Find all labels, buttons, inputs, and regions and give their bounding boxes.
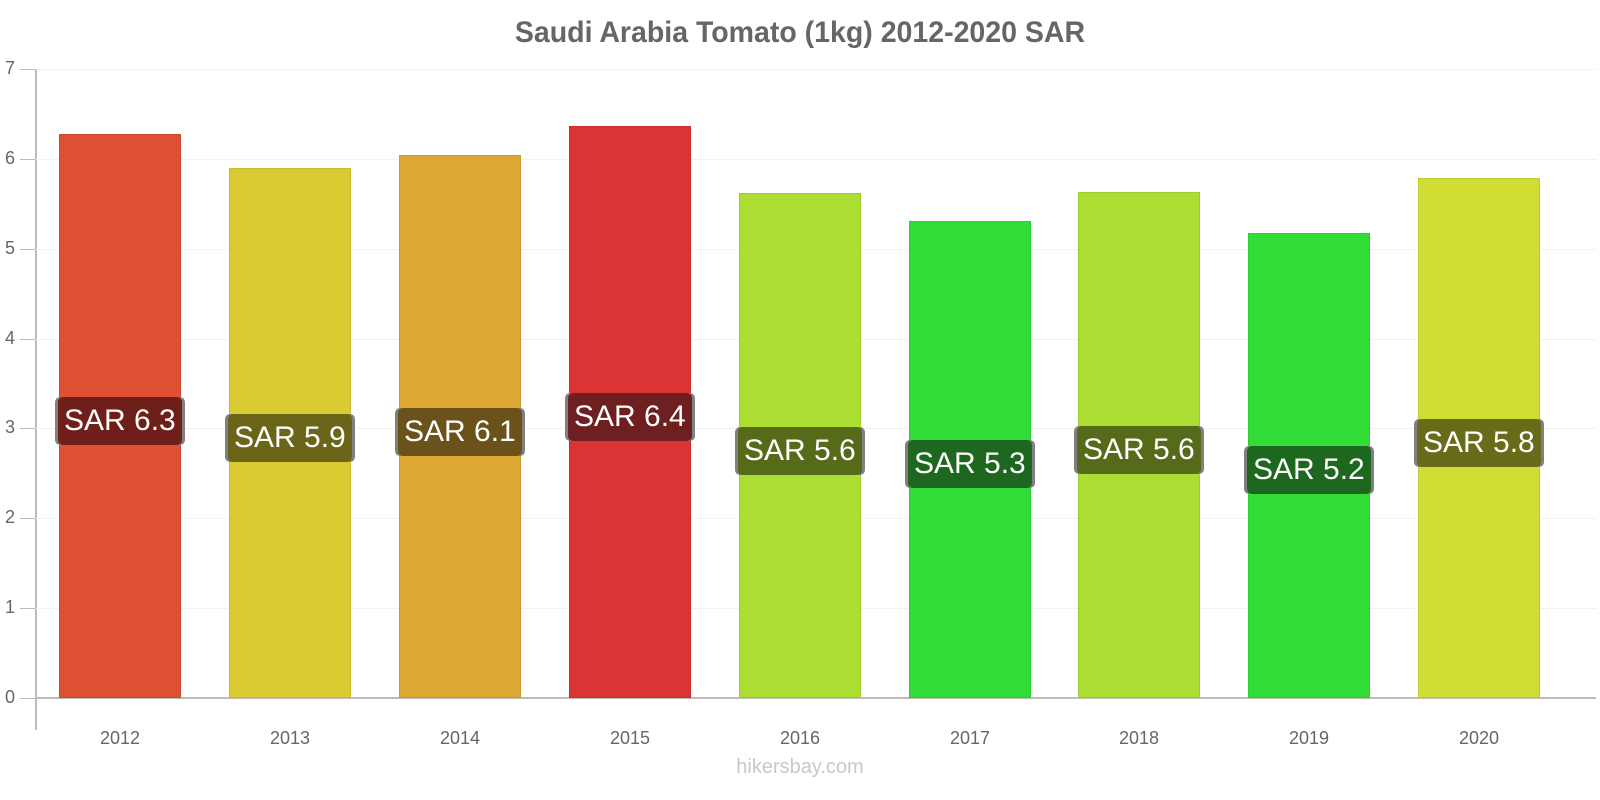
- y-tick: [20, 69, 36, 70]
- data-label: SAR 6.3: [58, 397, 182, 445]
- x-tick-label: 2015: [609, 728, 651, 748]
- y-axis: [35, 69, 37, 730]
- data-label: SAR 5.8: [1417, 419, 1541, 467]
- y-tick-label: 2: [4, 507, 15, 527]
- x-tick-label: 2019: [1288, 728, 1330, 748]
- y-tick-label: 1: [4, 597, 15, 617]
- y-tick-label: 4: [4, 328, 15, 348]
- y-tick-label: 7: [4, 58, 15, 78]
- y-tick: [20, 159, 36, 160]
- data-label: SAR 5.9: [228, 414, 352, 462]
- y-tick-label: 3: [4, 417, 15, 437]
- x-tick-label: 2014: [439, 728, 481, 748]
- x-tick-label: 2020: [1458, 728, 1500, 748]
- y-tick: [20, 698, 36, 699]
- x-tick-label: 2018: [1118, 728, 1160, 748]
- y-tick: [20, 249, 36, 250]
- data-label: SAR 5.2: [1247, 446, 1371, 494]
- data-label: SAR 6.4: [568, 393, 692, 441]
- x-tick-label: 2016: [779, 728, 821, 748]
- y-tick-label: 6: [4, 148, 15, 168]
- data-label: SAR 5.3: [908, 440, 1032, 488]
- data-label: SAR 5.6: [1077, 426, 1201, 474]
- y-tick-label: 5: [4, 238, 15, 258]
- y-tick: [20, 608, 36, 609]
- x-tick-label: 2013: [269, 728, 311, 748]
- y-tick: [20, 518, 36, 519]
- y-tick: [20, 428, 36, 429]
- x-axis: [35, 697, 1596, 699]
- data-label: SAR 6.1: [398, 408, 522, 456]
- chart-title: Saudi Arabia Tomato (1kg) 2012-2020 SAR: [514, 16, 1086, 49]
- gridline: [36, 159, 1596, 160]
- y-tick: [20, 339, 36, 340]
- y-tick-label: 0: [4, 687, 15, 707]
- watermark: hikersbay.com: [736, 756, 864, 778]
- data-label: SAR 5.6: [738, 427, 862, 475]
- x-tick-label: 2017: [949, 728, 991, 748]
- x-tick-label: 2012: [99, 728, 141, 748]
- gridline: [36, 69, 1596, 70]
